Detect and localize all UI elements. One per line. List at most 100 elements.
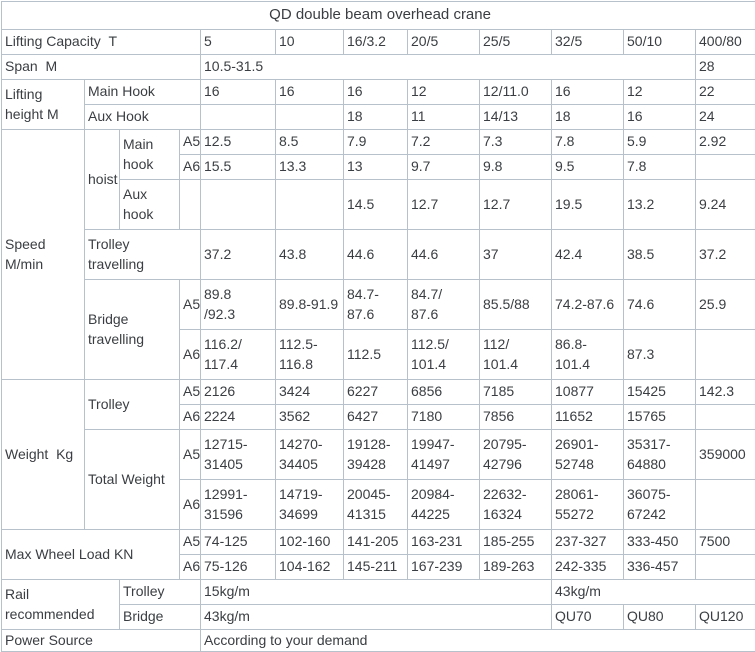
spec-value: 28061- 55272	[552, 480, 624, 530]
spec-value: 43.8	[276, 230, 344, 280]
capacity-column-header: 32/5	[552, 30, 624, 55]
row-label-lifting-height: Lifting height M	[2, 80, 85, 130]
spec-value: 15425	[624, 380, 696, 405]
spec-value: 104-162	[276, 555, 344, 580]
spec-value: 163-231	[408, 530, 480, 555]
spec-value: 12	[624, 80, 696, 105]
spec-value: 16	[201, 80, 276, 105]
row-label-rail-trolley: Trolley	[120, 580, 201, 605]
spec-value: 35317- 64880	[624, 430, 696, 480]
spec-value: 74-125	[201, 530, 276, 555]
capacity-column-header: 10	[276, 30, 344, 55]
duty-class-a6: A6	[180, 155, 201, 180]
spec-value: 7180	[408, 405, 480, 430]
spec-value: 2126	[201, 380, 276, 405]
spec-value: According to your demand	[201, 630, 755, 652]
row-label-hoist: hoist	[85, 130, 120, 230]
spec-value: 142.3	[696, 380, 755, 405]
spec-value: 7.3	[480, 130, 552, 155]
duty-class-a5: A5	[180, 380, 201, 405]
spec-value: 10877	[552, 380, 624, 405]
row-label-power-source: Power Source	[2, 630, 201, 652]
spec-value: 44.6	[344, 230, 408, 280]
duty-class-a5: A5	[180, 130, 201, 155]
spec-value: 85.5/88	[480, 280, 552, 330]
spec-value: 10.5-31.5	[201, 55, 696, 80]
spec-value: 15kg/m	[201, 580, 552, 605]
spec-value: 19947- 41497	[408, 430, 480, 480]
spec-value: 112.5- 116.8	[276, 330, 344, 380]
row-label-weight: Weight Kg	[2, 380, 85, 530]
spec-value: 14.5	[344, 180, 408, 230]
capacity-column-header: 20/5	[408, 30, 480, 55]
empty-cell	[201, 105, 276, 130]
spec-value: 7500	[696, 530, 755, 555]
spec-value: 16	[552, 80, 624, 105]
spec-value: 42.4	[552, 230, 624, 280]
spec-value: 9.5	[552, 155, 624, 180]
spec-value: 43kg/m	[552, 580, 755, 605]
spec-value: 87.3	[624, 330, 696, 380]
spec-value: 3562	[276, 405, 344, 430]
spec-value: 22	[696, 80, 755, 105]
duty-class-a6: A6	[180, 555, 201, 580]
spec-value: 74.2-87.6	[552, 280, 624, 330]
row-label-speed: Speed M/min	[2, 130, 85, 380]
spec-value: 22632- 16324	[480, 480, 552, 530]
spec-value: 28	[696, 55, 755, 80]
spec-value: 86.8- 101.4	[552, 330, 624, 380]
spec-value: 38.5	[624, 230, 696, 280]
capacity-column-header: 50/10	[624, 30, 696, 55]
capacity-column-header: 5	[201, 30, 276, 55]
spec-value: 89.8-91.9	[276, 280, 344, 330]
spec-value: 16	[344, 80, 408, 105]
spec-value: 12/11.0	[480, 80, 552, 105]
row-label-hoist-main-hook: Main hook	[120, 130, 180, 180]
spec-value: QU120	[696, 605, 755, 630]
spec-value: 333-450	[624, 530, 696, 555]
spec-value: 242-335	[552, 555, 624, 580]
spec-value: 84.7-87.6	[344, 280, 408, 330]
spec-value: QU80	[624, 605, 696, 630]
spec-value: 7185	[480, 380, 552, 405]
spec-value: 15.5	[201, 155, 276, 180]
spec-value: 141-205	[344, 530, 408, 555]
row-label-bridge-travelling: Bridge travelling	[85, 280, 180, 380]
capacity-column-header: 400/80	[696, 30, 755, 55]
spec-value: 11652	[552, 405, 624, 430]
spec-value: 8.5	[276, 130, 344, 155]
spec-value: 359000	[696, 430, 755, 480]
spec-value: 237-327	[552, 530, 624, 555]
spec-value: 6856	[408, 380, 480, 405]
empty-cell	[276, 105, 344, 130]
spec-value: 112/ 101.4	[480, 330, 552, 380]
duty-class-a6: A6	[180, 330, 201, 380]
spec-value: 14719- 34699	[276, 480, 344, 530]
row-label-main-hook: Main Hook	[85, 80, 201, 105]
spec-value: 16	[624, 105, 696, 130]
spec-value: 19128- 39428	[344, 430, 408, 480]
spec-value: 18	[552, 105, 624, 130]
spec-value: 14/13	[480, 105, 552, 130]
row-label-max-wheel-load: Max Wheel Load KN	[2, 530, 180, 580]
empty-cell	[201, 180, 276, 230]
spec-value: 37	[480, 230, 552, 280]
empty-cell	[696, 555, 755, 580]
spec-value: 89.8 /92.3	[201, 280, 276, 330]
empty-cell	[276, 180, 344, 230]
spec-value: 7.8	[552, 130, 624, 155]
row-label-aux-hook: Aux Hook	[85, 105, 201, 130]
spec-value: QU70	[552, 605, 624, 630]
spec-value: 20984- 44225	[408, 480, 480, 530]
spec-value: 112.5/ 101.4	[408, 330, 480, 380]
spec-value: 6427	[344, 405, 408, 430]
